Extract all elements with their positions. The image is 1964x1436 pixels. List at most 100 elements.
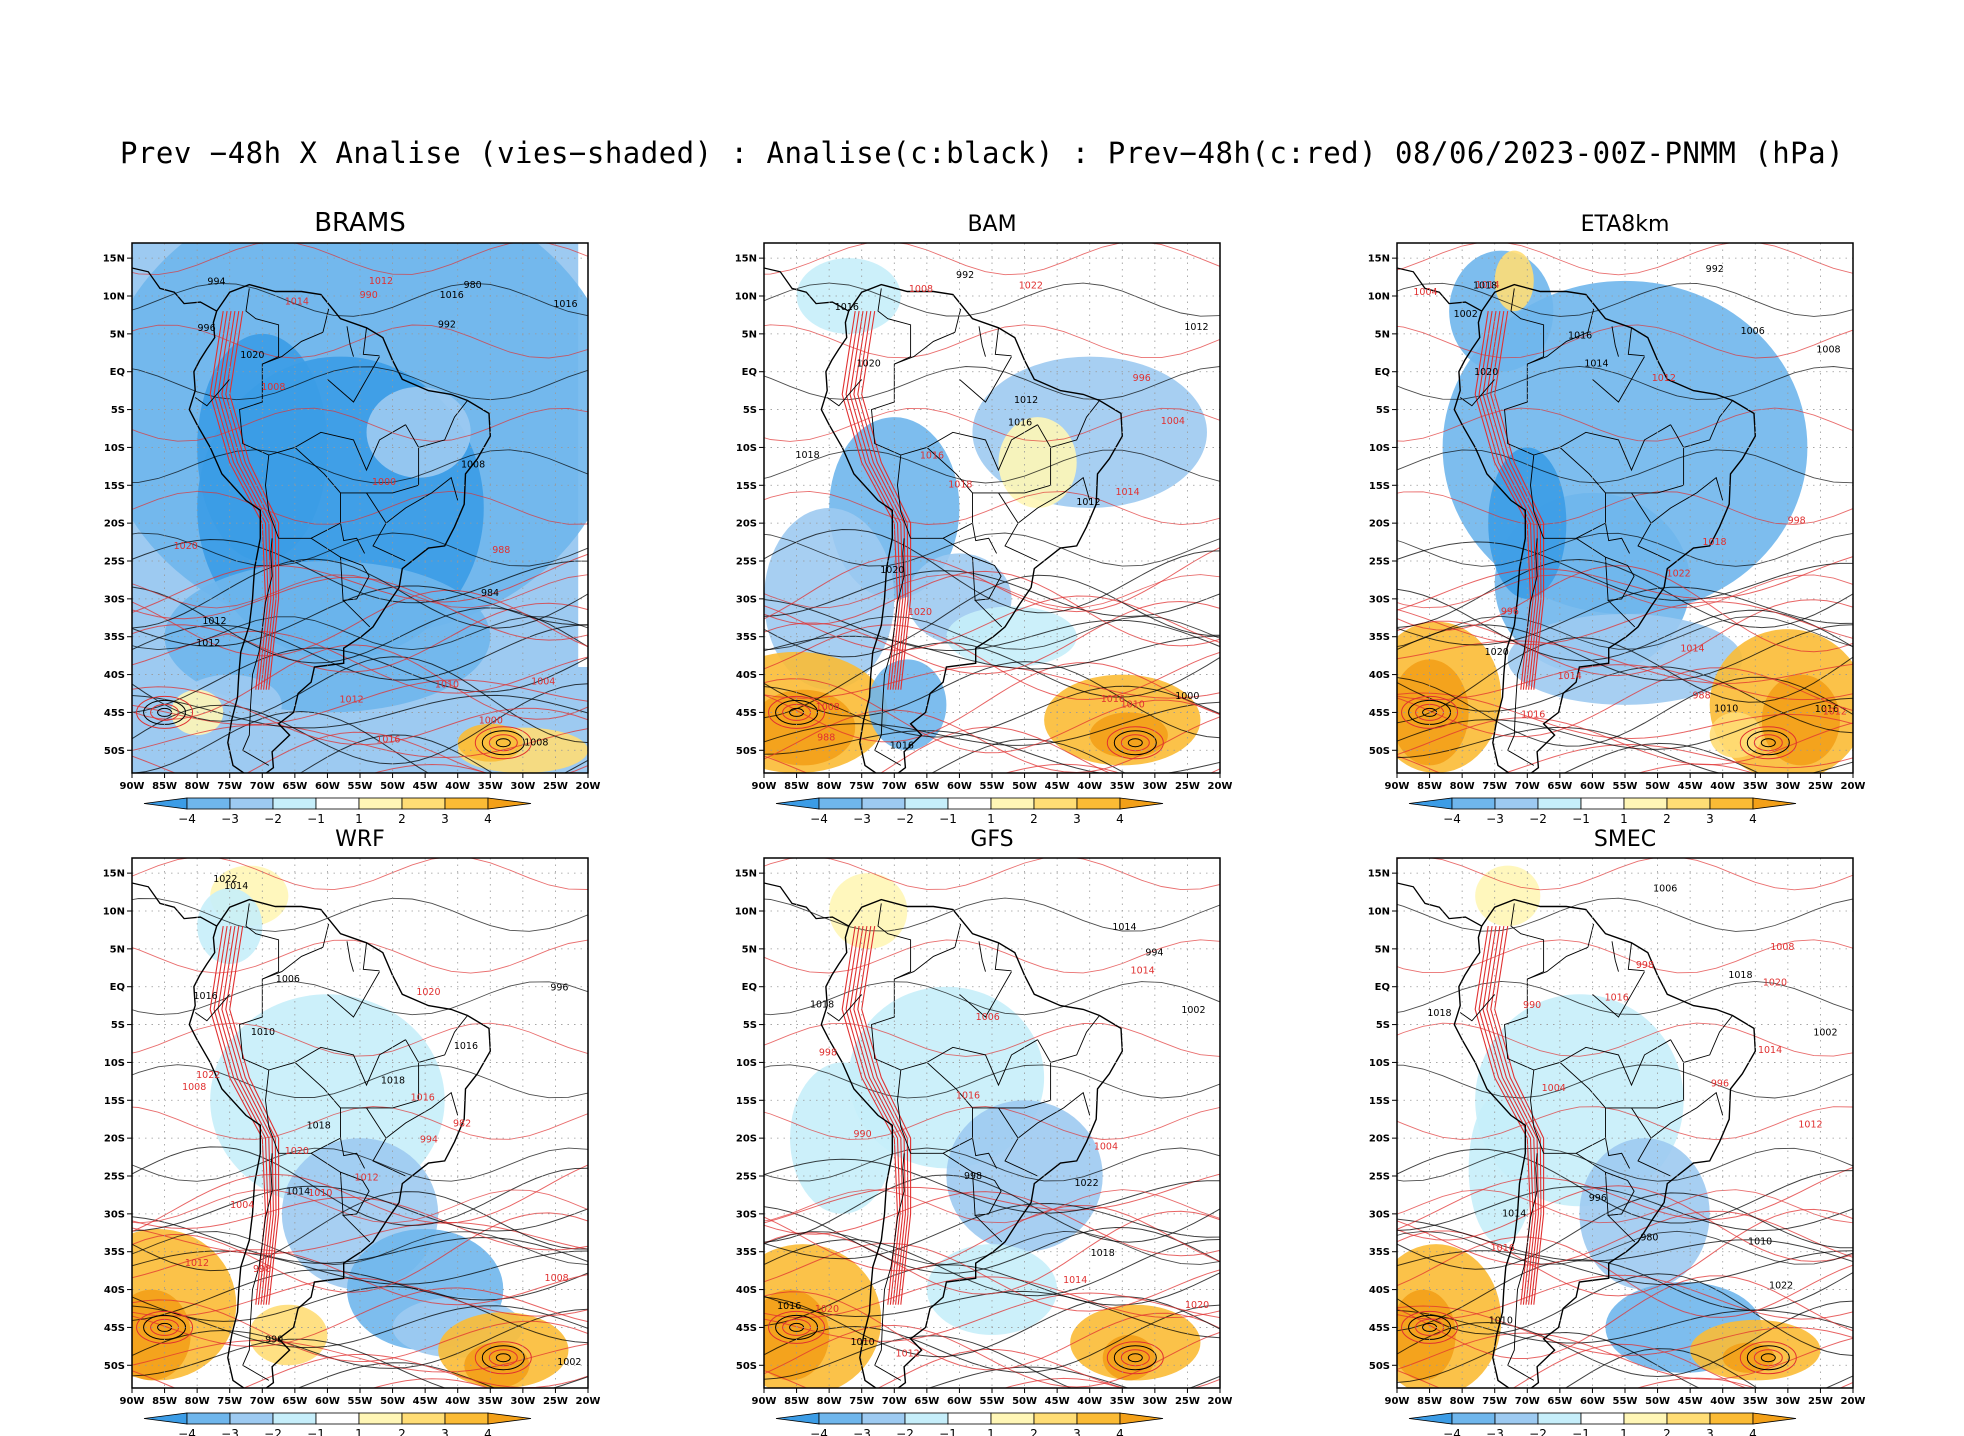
lat-tick-label: 45S [104, 1323, 125, 1334]
country-border [340, 1138, 365, 1169]
panel-title: BRAMS [314, 208, 406, 238]
contour-label: 1000 [479, 715, 503, 726]
andes-contour [229, 926, 280, 1305]
colorbar-cell [229, 1412, 274, 1425]
country-border [1510, 288, 1545, 365]
isobar-contour [132, 1216, 588, 1264]
lat-tick-label: 15S [104, 481, 125, 492]
isobar-contour [1397, 1218, 1853, 1263]
contour-label: 1012 [1798, 1120, 1822, 1131]
low-pressure-contour [481, 730, 525, 756]
country-border [1459, 379, 1496, 407]
lon-tick-label: 70W [250, 781, 275, 792]
country-border [239, 946, 324, 1154]
country-border [1504, 331, 1589, 539]
country-border [362, 942, 380, 972]
isobar-contour [132, 679, 588, 726]
low-pressure-contour [474, 726, 532, 760]
isobar-contour [1397, 1189, 1853, 1224]
colorbar-cell [1076, 797, 1121, 810]
isobar-contour [1397, 1309, 1853, 1344]
country-border [194, 379, 231, 407]
isobar-contour [764, 1210, 1220, 1295]
colorbar-cell [272, 1412, 317, 1425]
lon-tick-label: 30W [510, 1396, 535, 1407]
lat-tick-label: 35S [104, 632, 125, 643]
colorbar-cell [315, 797, 360, 810]
contour-label: 988 [492, 545, 510, 556]
lat-tick-label: 35S [736, 632, 757, 643]
lat-tick-label: 25S [104, 557, 125, 568]
lon-tick-label: 45W [1045, 781, 1070, 792]
isobar-contour [1397, 1064, 1853, 1099]
andes-contour [853, 311, 906, 690]
isobar-contour [764, 897, 1220, 932]
lat-tick-label: EQ [742, 982, 757, 993]
lon-tick-label: 90W [752, 781, 777, 792]
andes-contour [853, 926, 906, 1305]
country-border [926, 424, 1038, 472]
lon-tick-label: 40W [1077, 1396, 1102, 1407]
country-border [365, 1039, 459, 1139]
contour-label: 996 [1133, 373, 1151, 384]
country-border [1004, 522, 1038, 562]
contour-label: 1012 [1823, 706, 1847, 717]
lon-tick-label: 70W [1515, 781, 1540, 792]
map-panel-eta8km: 1014101610121016101410101012101410161020… [1368, 212, 1866, 826]
colorbar-cell [1408, 1412, 1453, 1425]
colorbar-tick-label: 1 [987, 812, 995, 826]
lon-tick-label: 65W [282, 781, 307, 792]
lat-tick-label: 30S [104, 594, 125, 605]
isobar-contour [764, 1189, 1220, 1224]
lat-tick-label: 15S [736, 481, 757, 492]
isobar-contour [132, 1299, 588, 1363]
andes-contour [845, 311, 901, 690]
lat-tick-label: 15S [1369, 1096, 1390, 1107]
isobar-contour [764, 1291, 1220, 1371]
contour-label: 1022 [1019, 281, 1043, 292]
isobar-contour [764, 730, 1220, 773]
lat-tick-label: 10S [104, 443, 125, 454]
lat-tick-label: 25S [1369, 1172, 1390, 1183]
lon-tick-label: 60W [315, 1396, 340, 1407]
country-border [242, 538, 273, 766]
lat-tick-label: 15N [103, 869, 125, 880]
colorbar-tick-label: 3 [1073, 1427, 1081, 1436]
isobar-contour [299, 734, 494, 773]
colorbar-cell [401, 797, 446, 810]
lon-tick-label: 85W [784, 781, 809, 792]
isobar-contour [132, 1196, 588, 1251]
isobar-contour [1397, 666, 1853, 734]
colorbar-cell [1494, 1412, 1539, 1425]
contour-label: 1004 [1094, 1142, 1118, 1153]
low-pressure-contour [488, 1349, 518, 1367]
low-pressure-contour [488, 734, 518, 752]
colorbar-tick-label: −1 [307, 812, 325, 826]
low-pressure-contour [1106, 1341, 1164, 1375]
lon-tick-label: 50W [380, 1396, 405, 1407]
isobar-contour [764, 635, 1220, 670]
contour-label: 1016 [890, 741, 914, 752]
country-border [346, 326, 354, 357]
lon-tick-label: 85W [784, 1396, 809, 1407]
isobar-contour [927, 1366, 1130, 1388]
colorbar-tick-label: 3 [1706, 812, 1714, 826]
low-pressure-contour [1113, 730, 1157, 756]
andes-contour [1494, 311, 1545, 690]
map-panel-smec: 1016 1014 1012 1010 1016 1018 1020 1022 1014 1018… [1368, 827, 1866, 1436]
contour-label: 1012 [196, 638, 220, 649]
country-border [972, 1172, 976, 1216]
isobar-contour [1397, 556, 1853, 611]
country-border [871, 331, 956, 539]
andes-contour [1482, 926, 1537, 1305]
contour-label: 980 [464, 280, 482, 291]
low-pressure-contour [1120, 734, 1150, 752]
contour-label: 1014 [1502, 1208, 1526, 1219]
colorbar-cell [358, 1412, 403, 1425]
bias-shading-area [1468, 1092, 1534, 1245]
isobar-contour [764, 407, 1220, 442]
lat-tick-label: 40S [736, 670, 757, 681]
colorbar-tick-label: 1 [355, 1427, 363, 1436]
colorbar-cell [947, 1412, 992, 1425]
lat-tick-label: 10S [104, 1058, 125, 1069]
